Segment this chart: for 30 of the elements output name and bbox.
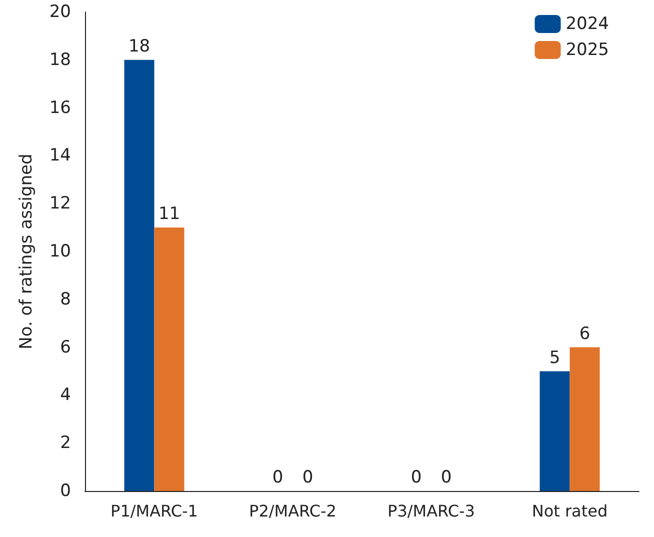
data-label: 0 bbox=[302, 468, 314, 488]
x-tick-label: Not rated bbox=[532, 502, 608, 520]
bar bbox=[570, 347, 600, 491]
data-label: 0 bbox=[272, 468, 284, 488]
y-tick-label: 14 bbox=[49, 146, 71, 166]
x-tick-label: P1/MARC-1 bbox=[110, 502, 198, 520]
y-tick-label: 12 bbox=[49, 194, 71, 214]
data-label: 11 bbox=[158, 204, 180, 224]
y-tick-label: 20 bbox=[49, 2, 71, 22]
y-tick-label: 10 bbox=[49, 242, 71, 262]
y-tick-label: 8 bbox=[60, 289, 71, 310]
y-tick-label: 6 bbox=[60, 337, 71, 358]
x-tick-label: P3/MARC-3 bbox=[388, 502, 475, 520]
data-label: 6 bbox=[579, 324, 590, 344]
y-tick-label: 2 bbox=[60, 433, 71, 454]
y-tick-label: 0 bbox=[60, 481, 71, 501]
bar bbox=[154, 228, 184, 491]
data-label: 0 bbox=[410, 468, 422, 488]
bar bbox=[540, 371, 570, 491]
y-tick-label: 18 bbox=[49, 50, 71, 70]
bar bbox=[124, 60, 154, 491]
legend-label: 2024 bbox=[566, 14, 609, 34]
y-axis-title: No. of ratings assigned bbox=[16, 154, 36, 350]
y-tick-label: 16 bbox=[49, 98, 71, 118]
data-label: 0 bbox=[440, 468, 452, 488]
legend-label: 2025 bbox=[566, 40, 609, 60]
y-tick-label: 4 bbox=[60, 385, 71, 406]
data-label: 18 bbox=[128, 36, 150, 56]
x-tick-label: P2/MARC-2 bbox=[249, 502, 336, 520]
data-label: 5 bbox=[549, 348, 560, 368]
